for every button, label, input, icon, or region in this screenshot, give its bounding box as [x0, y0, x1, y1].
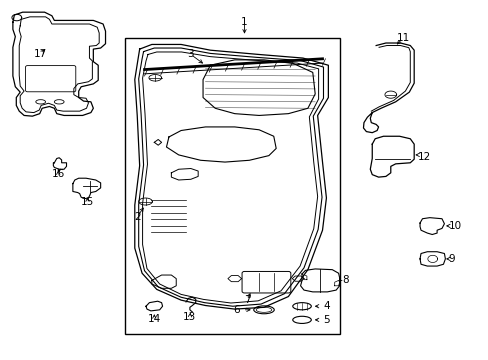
- Text: 17: 17: [34, 49, 47, 59]
- Bar: [125, 39, 339, 334]
- Text: 7: 7: [243, 295, 250, 305]
- Text: 10: 10: [447, 221, 461, 231]
- Text: 3: 3: [187, 49, 194, 59]
- Text: 15: 15: [81, 197, 94, 207]
- Text: 6: 6: [232, 305, 239, 315]
- Text: 4: 4: [323, 301, 329, 311]
- Text: 9: 9: [447, 254, 454, 264]
- Text: 11: 11: [396, 33, 409, 43]
- Text: 12: 12: [417, 152, 430, 162]
- Text: 2: 2: [134, 212, 140, 221]
- Text: 16: 16: [52, 168, 65, 179]
- Text: 8: 8: [341, 275, 348, 285]
- Text: 5: 5: [323, 315, 329, 325]
- Text: 14: 14: [147, 314, 161, 324]
- Text: 1: 1: [241, 17, 247, 27]
- Text: 13: 13: [183, 312, 196, 322]
